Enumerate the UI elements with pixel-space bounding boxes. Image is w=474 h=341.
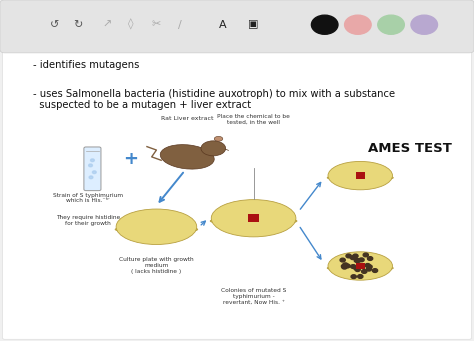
Text: Rat Liver extract: Rat Liver extract <box>161 116 213 121</box>
Circle shape <box>353 266 358 270</box>
Circle shape <box>343 263 348 267</box>
Circle shape <box>356 259 361 263</box>
Ellipse shape <box>327 265 393 271</box>
Circle shape <box>311 15 338 34</box>
Ellipse shape <box>115 225 198 233</box>
FancyBboxPatch shape <box>0 0 474 53</box>
Circle shape <box>351 265 356 268</box>
Circle shape <box>359 258 364 262</box>
Circle shape <box>89 176 93 179</box>
Text: ↻: ↻ <box>73 20 83 30</box>
Ellipse shape <box>201 141 226 156</box>
Text: Strain of S typhimurium
which is His.⁻ʰʹ: Strain of S typhimurium which is His.⁻ʰʹ <box>53 193 123 204</box>
Text: They require histidine
for their growth: They require histidine for their growth <box>55 215 120 226</box>
Circle shape <box>363 253 368 257</box>
Circle shape <box>411 15 438 34</box>
Circle shape <box>378 15 404 34</box>
Circle shape <box>367 265 372 269</box>
Circle shape <box>345 264 350 268</box>
Text: ▣: ▣ <box>248 20 259 30</box>
Ellipse shape <box>328 161 392 190</box>
Circle shape <box>373 269 378 272</box>
Circle shape <box>346 254 351 258</box>
Text: /: / <box>178 20 182 30</box>
Circle shape <box>89 164 92 167</box>
Text: ✂: ✂ <box>152 20 161 30</box>
Circle shape <box>366 267 372 271</box>
Circle shape <box>91 159 94 162</box>
Text: - identifies mutagens: - identifies mutagens <box>33 60 139 70</box>
Text: AMES TEST: AMES TEST <box>368 142 452 155</box>
Ellipse shape <box>116 209 197 244</box>
Circle shape <box>342 265 347 269</box>
Circle shape <box>345 15 371 34</box>
Circle shape <box>355 268 360 271</box>
Ellipse shape <box>211 199 296 237</box>
Circle shape <box>340 258 345 262</box>
Text: A: A <box>219 20 227 30</box>
Circle shape <box>350 256 356 260</box>
Ellipse shape <box>327 175 393 181</box>
Ellipse shape <box>328 252 392 280</box>
Text: ◊: ◊ <box>128 19 133 30</box>
Circle shape <box>365 264 370 267</box>
Circle shape <box>362 270 367 273</box>
Bar <box>248 214 259 222</box>
Text: ↺: ↺ <box>50 20 59 30</box>
Circle shape <box>92 171 96 174</box>
Circle shape <box>353 254 358 258</box>
FancyBboxPatch shape <box>84 147 101 191</box>
Bar <box>356 263 365 269</box>
Text: Colonies of mutated S
typhimurium -
revertant, Now His. ⁺: Colonies of mutated S typhimurium - reve… <box>221 288 286 305</box>
Text: Culture plate with growth
medium
( lacks histidine ): Culture plate with growth medium ( lacks… <box>119 257 194 274</box>
Circle shape <box>341 264 346 268</box>
Text: ↗: ↗ <box>102 20 111 30</box>
Circle shape <box>358 275 363 278</box>
Text: +: + <box>123 150 138 167</box>
Text: Place the chemical to be
tested, in the well: Place the chemical to be tested, in the … <box>217 114 290 124</box>
Circle shape <box>351 275 356 279</box>
Circle shape <box>354 258 359 262</box>
Ellipse shape <box>210 217 297 225</box>
FancyBboxPatch shape <box>2 51 472 339</box>
Ellipse shape <box>160 145 214 169</box>
Circle shape <box>367 257 373 261</box>
Bar <box>356 172 365 179</box>
Ellipse shape <box>214 136 223 141</box>
Text: - uses Salmonella bacteria (histidine auxotroph) to mix with a substance
  suspe: - uses Salmonella bacteria (histidine au… <box>33 89 395 110</box>
